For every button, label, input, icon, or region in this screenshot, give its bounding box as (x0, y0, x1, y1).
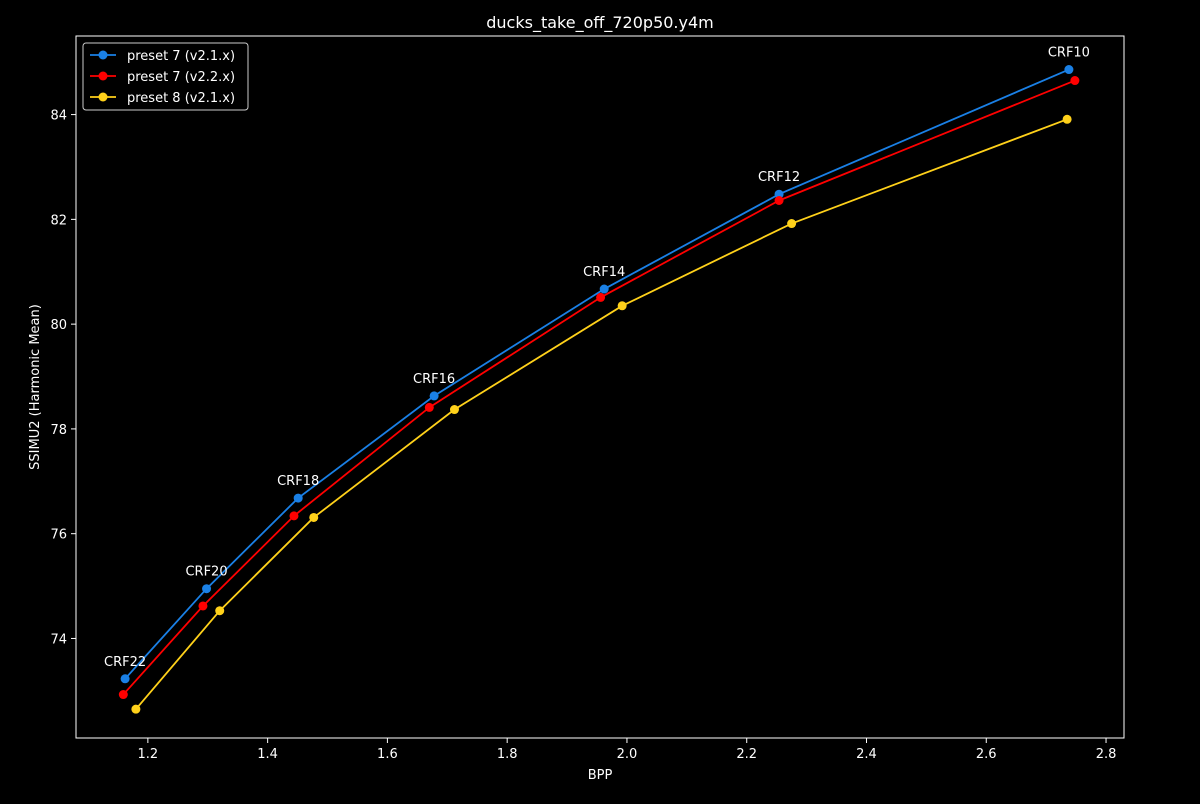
legend-label: preset 7 (v2.2.x) (127, 70, 235, 85)
legend-box (82, 42, 249, 111)
legend-item: preset 7 (v2.1.x) (90, 49, 235, 64)
y-tick-label: 74 (50, 632, 67, 647)
data-point (774, 195, 784, 205)
data-point (118, 690, 128, 700)
data-point (289, 511, 299, 521)
crf-annotation: CRF16 (413, 372, 455, 387)
series-line (124, 68, 1070, 680)
plot-area: CRF22 CRF20 CRF18 CRF16 CRF14 CRF12 CRF10 (104, 46, 1090, 714)
crf-annotation: CRF20 (185, 565, 227, 580)
y-tick-label: 80 (50, 318, 67, 333)
crf-annotation: CRF10 (1048, 46, 1090, 61)
y-axis-label: SSIMU2 (Harmonic Mean) (28, 304, 43, 470)
data-point (617, 301, 627, 311)
crf-annotation: CRF18 (277, 474, 319, 489)
data-point (599, 284, 609, 294)
legend: preset 7 (v2.1.x) preset 7 (v2.2.x) preset… (82, 42, 249, 111)
data-point (424, 402, 434, 412)
legend-label: preset 7 (v2.1.x) (127, 49, 235, 64)
data-point (429, 391, 439, 401)
data-point (198, 601, 208, 611)
x-tick-label: 2.4 (856, 747, 877, 762)
crf-annotation: CRF12 (758, 170, 800, 185)
x-axis-label: BPP (588, 768, 613, 783)
data-point (596, 292, 606, 302)
data-point (309, 512, 319, 522)
series-line (122, 79, 1076, 696)
y-tick-label: 78 (50, 423, 67, 438)
data-point (215, 606, 225, 616)
x-tick-label: 1.8 (497, 747, 518, 762)
data-point (293, 493, 303, 503)
y-tick-label: 76 (50, 528, 67, 543)
x-axis: 1.2 1.4 1.6 1.8 2.0 2.2 2.4 2.6 2.8 (138, 738, 1117, 762)
data-point (1070, 76, 1080, 86)
legend-marker (98, 50, 108, 60)
series-line (135, 118, 1068, 710)
legend-item: preset 7 (v2.2.x) (90, 70, 235, 85)
x-tick-label: 2.6 (976, 747, 997, 762)
data-point (1062, 114, 1072, 124)
x-tick-label: 1.6 (377, 747, 398, 762)
chart-title: ducks_take_off_720p50.y4m (486, 13, 714, 33)
crf-annotation: CRF22 (104, 655, 146, 670)
y-tick-label: 82 (50, 213, 67, 228)
x-tick-label: 2.2 (736, 747, 757, 762)
legend-label: preset 8 (v2.1.x) (127, 91, 235, 106)
plot-frame (75, 35, 1125, 739)
x-tick-label: 2.0 (617, 747, 638, 762)
data-point (202, 584, 212, 594)
x-tick-label: 1.4 (257, 747, 278, 762)
legend-marker (98, 71, 108, 81)
legend-item: preset 8 (v2.1.x) (90, 91, 235, 106)
data-point (774, 189, 784, 199)
data-point (1064, 65, 1074, 75)
legend-marker (98, 92, 108, 102)
data-point (131, 704, 141, 714)
data-point (449, 405, 459, 415)
y-tick-label: 84 (50, 109, 67, 124)
crf-annotation: CRF14 (583, 265, 625, 280)
data-point (787, 219, 797, 229)
x-tick-label: 1.2 (138, 747, 159, 762)
y-axis: 74 76 78 80 82 84 (50, 109, 76, 647)
x-tick-label: 2.8 (1096, 747, 1117, 762)
data-point (120, 674, 130, 684)
